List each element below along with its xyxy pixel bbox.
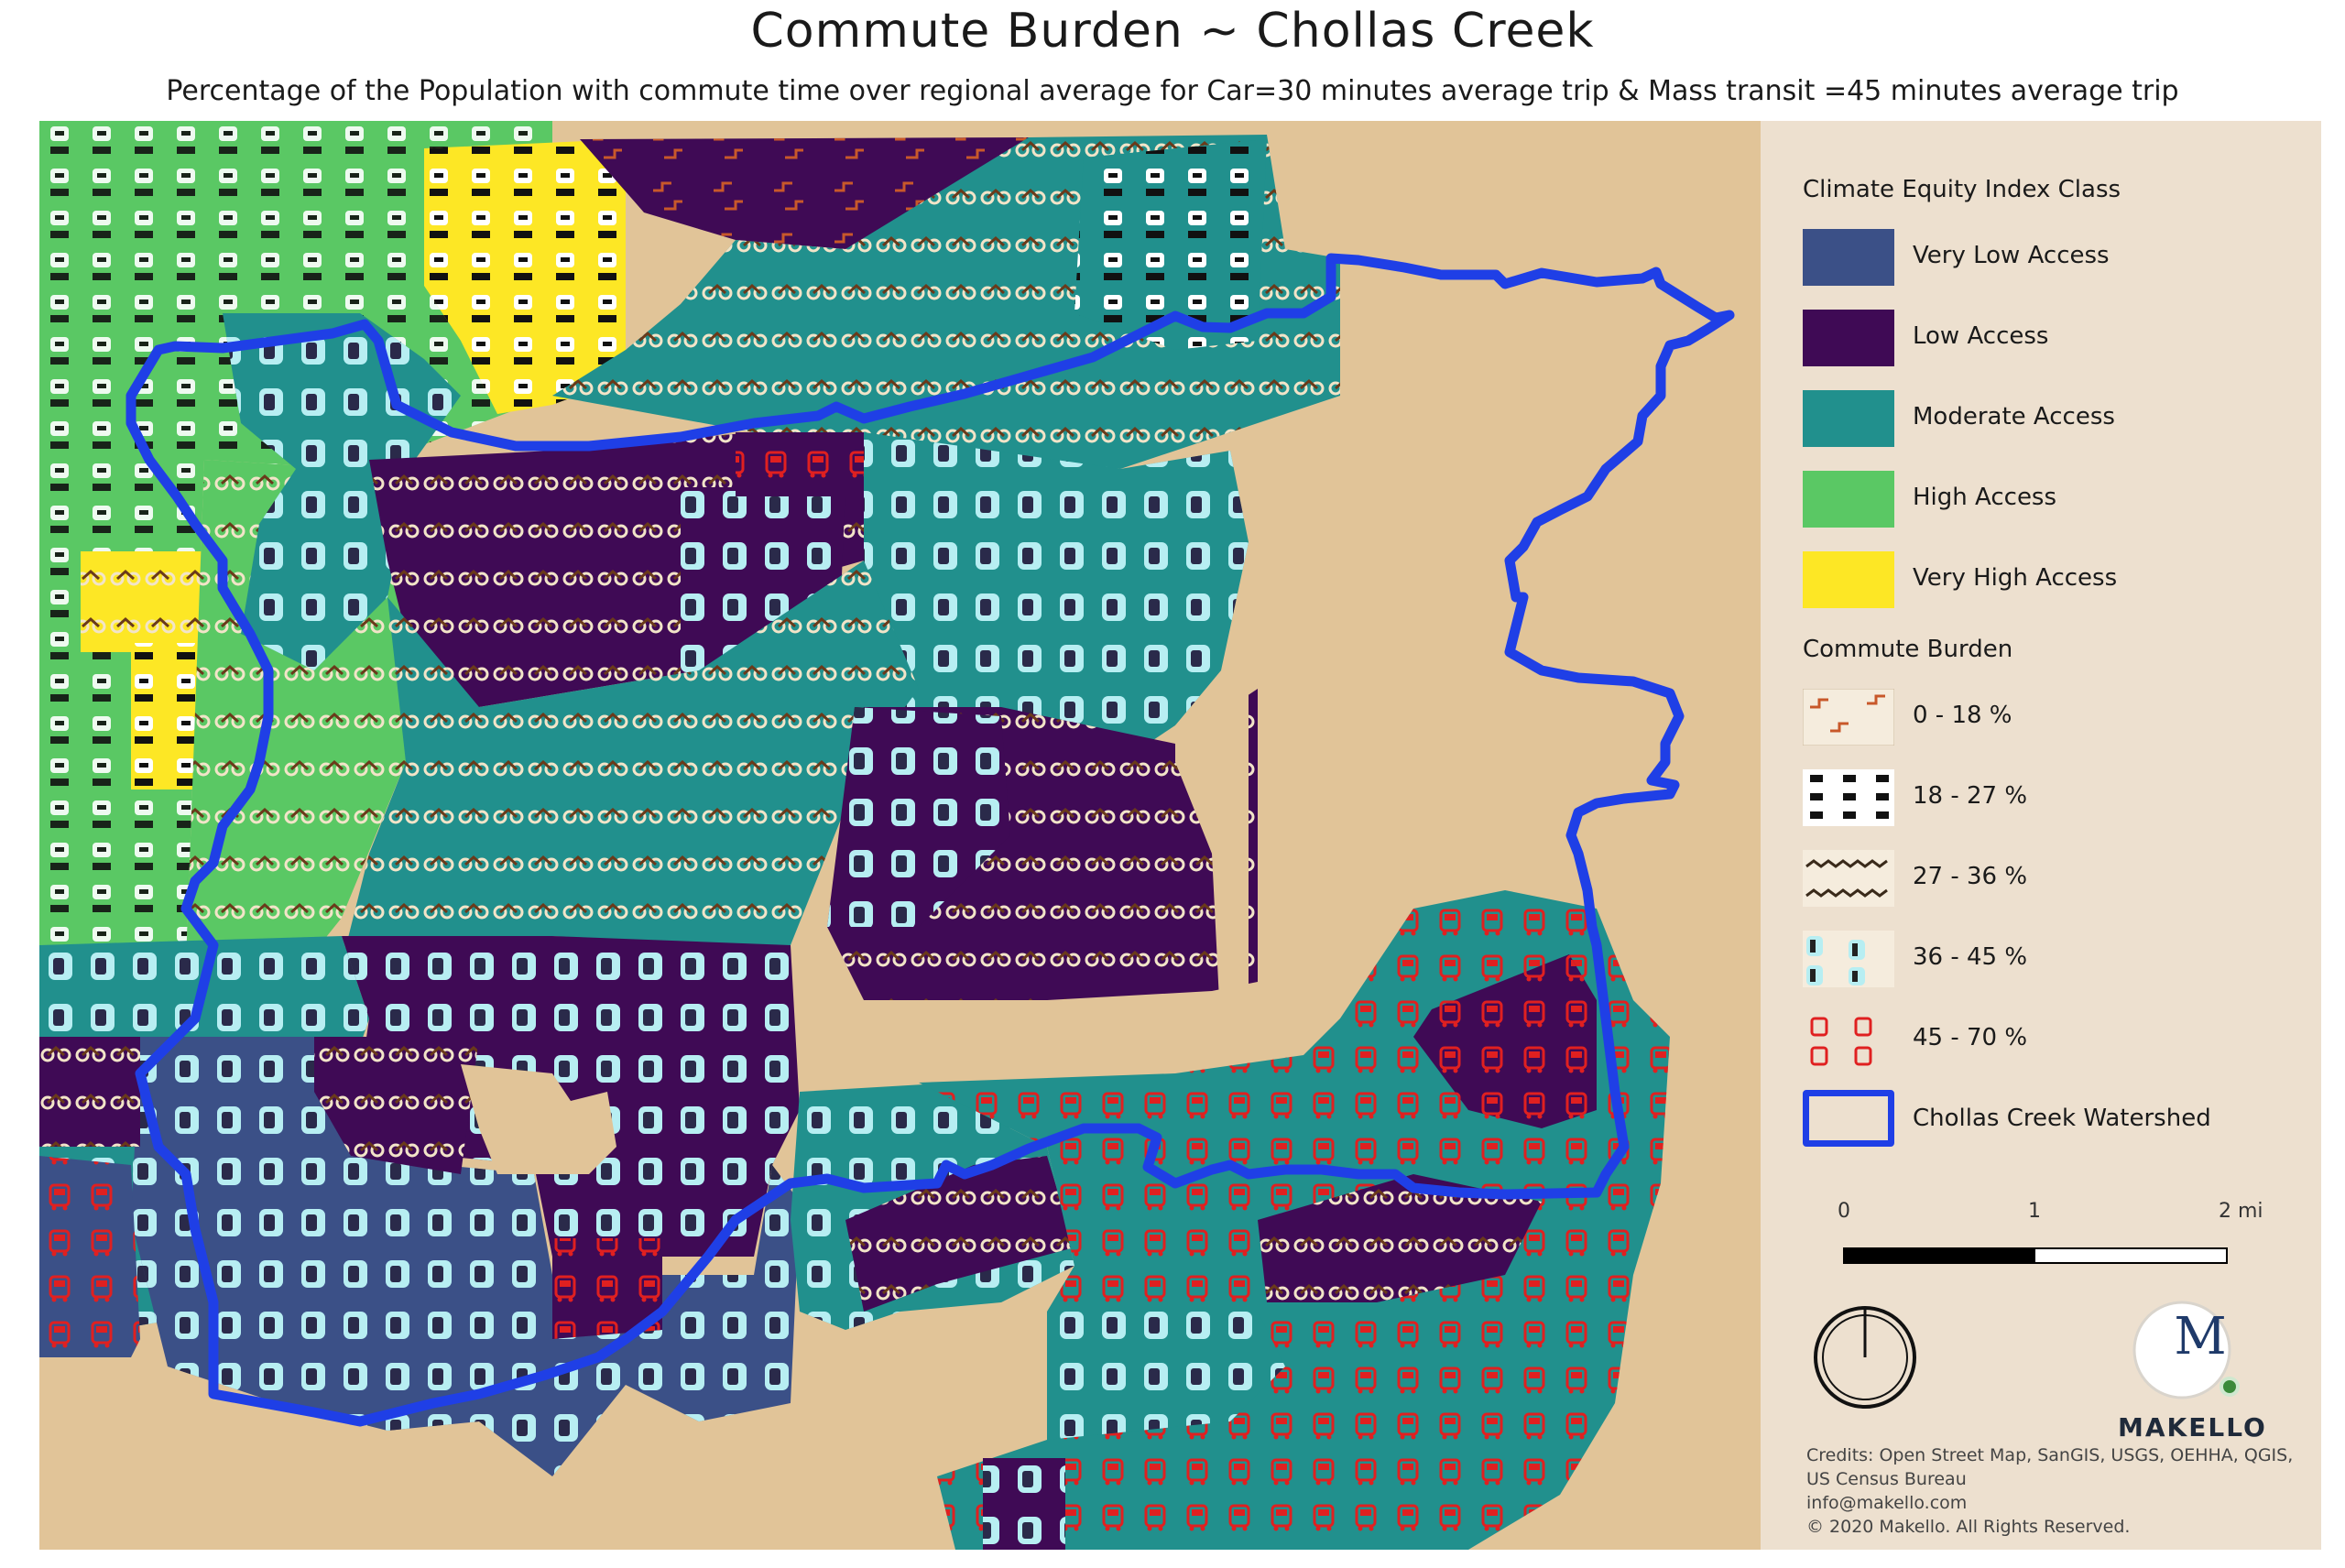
makello-logo-icon (2132, 1301, 2240, 1399)
legend-swatch-very-high (1803, 551, 1894, 608)
region-very-low-southwest[interactable] (131, 1037, 800, 1476)
credits-copyright: © 2020 Makello. All Rights Reserved. (1806, 1517, 2131, 1537)
legend-label-18-27: 18 - 27 % (1913, 782, 2028, 810)
map-subtitle: Percentage of the Population with commut… (166, 75, 2179, 107)
legend-label-moderate: Moderate Access (1913, 403, 2115, 430)
legend-swatch-low (1803, 310, 1894, 366)
region-moderate-northeast-cars[interactable] (1074, 139, 1267, 350)
legend-label-low: Low Access (1913, 322, 2049, 350)
car-column-pattern-icon (1803, 769, 1894, 826)
legend-label-0-18: 0 - 18 % (1913, 702, 2012, 729)
region-moderate-diagonal[interactable] (342, 561, 919, 964)
link-pattern-icon (1803, 689, 1894, 746)
legend-label-45-70: 45 - 70 % (1913, 1024, 2028, 1051)
region-low-south-diagonal[interactable] (845, 1156, 1074, 1312)
region-moderate-south-frontcars[interactable] (1047, 1312, 1285, 1440)
map-canvas[interactable] (39, 121, 1761, 1550)
bus-pattern-icon (1803, 1011, 1894, 1068)
credits-email[interactable]: info@makello.com (1806, 1493, 1968, 1513)
region-low-east-cars[interactable] (827, 707, 1010, 927)
chollas-creek-watershed-boundary[interactable] (125, 253, 1735, 1427)
legend-label-very-low: Very Low Access (1913, 242, 2110, 269)
north-arrow-icon (1814, 1306, 1916, 1409)
region-low-south-central[interactable] (342, 936, 800, 1257)
bike-pattern-icon (1803, 850, 1894, 907)
legend-climate-heading: Climate Equity Index Class (1803, 176, 2121, 203)
tan-bay-east (1175, 670, 1249, 1037)
scale-label-0: 0 (1838, 1200, 1850, 1223)
brand-name: MAKELLO (2118, 1412, 2267, 1443)
legend-label-36-45: 36 - 45 % (1913, 943, 2028, 971)
map-title: Commute Burden ~ Chollas Creek (750, 4, 1595, 59)
region-low-east-bus[interactable] (1413, 954, 1597, 1128)
legend-label-very-high: Very High Access (1913, 564, 2118, 592)
region-low-south-bikes[interactable] (314, 1037, 479, 1174)
scale-bar (1843, 1247, 2228, 1264)
credits-line-1: Credits: Open Street Map, SanGIS, USGS, … (1806, 1445, 2294, 1465)
legend-swatch-high (1803, 471, 1894, 528)
scale-label-1: 1 (2028, 1200, 2041, 1223)
legend-label-27-36: 27 - 36 % (1913, 863, 2028, 890)
region-low-bus-north[interactable] (736, 432, 864, 496)
region-low-south-bus[interactable] (552, 1238, 662, 1339)
legend-panel: Climate Equity Index Class Very Low Acce… (1761, 121, 2321, 1550)
legend-swatch-moderate (1803, 390, 1894, 447)
region-low-westedge-bikes[interactable] (39, 1037, 140, 1147)
legend-burden-heading: Commute Burden (1803, 636, 2013, 663)
legend-swatch-very-low (1803, 229, 1894, 286)
credits-line-2: US Census Bureau (1806, 1469, 1967, 1489)
region-very-low-westedge-bus[interactable] (39, 1156, 140, 1357)
legend-label-high: High Access (1913, 484, 2057, 511)
makello-logo-letter: M (2174, 1307, 2227, 1367)
legend-label-watershed: Chollas Creek Watershed (1913, 1105, 2211, 1132)
car-front-pattern-icon (1803, 931, 1894, 987)
scale-label-2mi: 2 mi (2219, 1200, 2263, 1223)
region-low-south-tip[interactable] (983, 1458, 1065, 1550)
region-very-high-north[interactable] (424, 139, 626, 414)
legend-swatch-watershed (1803, 1090, 1894, 1147)
tan-gap-south-central (461, 1064, 616, 1174)
region-low-southeast-bikes[interactable] (1258, 1174, 1542, 1302)
